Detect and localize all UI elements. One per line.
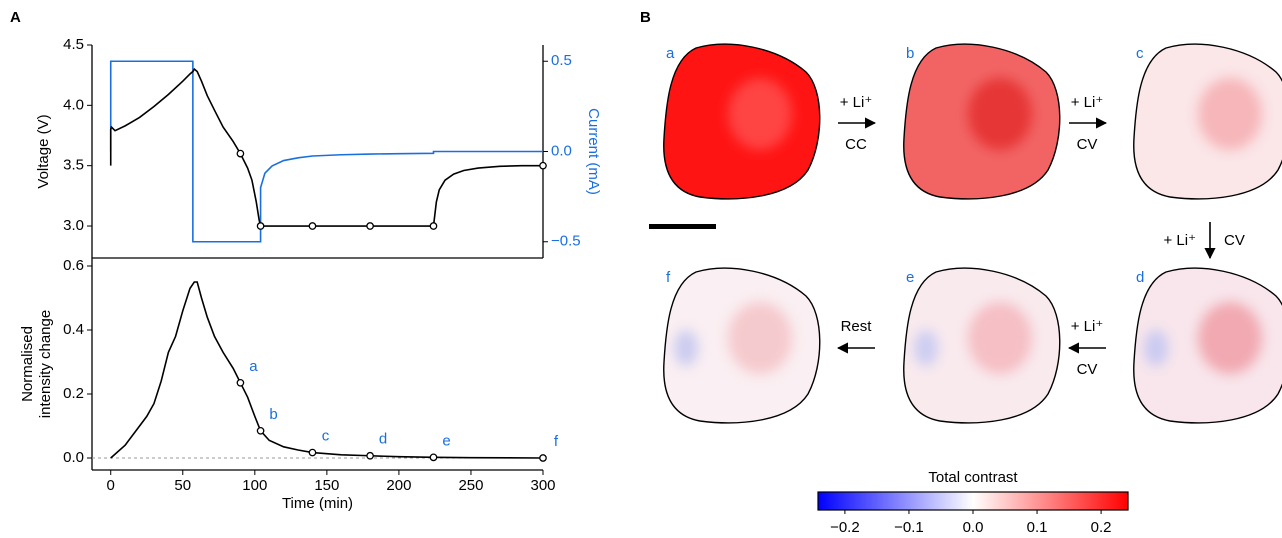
y-axis-label: Normalised (19, 326, 36, 402)
x-axis-label: Time (min) (282, 495, 353, 512)
scale-bar (649, 224, 716, 229)
colorbar-tick-label: −0.2 (830, 519, 860, 536)
hot-spot (1198, 302, 1262, 374)
x-tick-label: 300 (530, 477, 555, 494)
marker-label: a (249, 358, 258, 375)
cold-spot (674, 330, 698, 366)
hot-spot (728, 302, 792, 374)
contrast-image (903, 267, 1061, 424)
panel-label: A (10, 9, 21, 26)
image-label: c (1136, 45, 1144, 62)
image-outline (663, 43, 821, 200)
image-label: a (666, 45, 675, 62)
image-outline (903, 267, 1061, 424)
y-tick-label: 3.0 (63, 217, 84, 234)
colorbar-title: Total contrast (928, 469, 1018, 486)
marker (366, 451, 374, 460)
series-line (110, 281, 544, 459)
image-label: e (906, 269, 914, 286)
step-text: Rest (841, 318, 873, 335)
colorbar (817, 491, 1129, 511)
x-tick-label: 250 (458, 477, 483, 494)
step-mode: CV (1077, 361, 1098, 378)
marker-label: b (269, 406, 277, 423)
colorbar-tick-label: −0.1 (894, 519, 924, 536)
y2-tick-label: −0.5 (551, 233, 581, 250)
contrast-image (903, 43, 1061, 200)
marker (236, 149, 245, 158)
marker (308, 448, 317, 457)
image-label: b (906, 45, 914, 62)
cold-spot (914, 330, 938, 366)
image-detail (674, 302, 792, 374)
image-label: f (666, 269, 671, 286)
image-outline (903, 43, 1061, 200)
marker (236, 378, 245, 387)
x-tick-label: 200 (386, 477, 411, 494)
step-text: + Li⁺ (840, 94, 873, 111)
step-mode: CV (1224, 232, 1245, 249)
x-tick-label: 100 (242, 477, 267, 494)
marker-label: c (322, 428, 330, 445)
y-tick-label: 0.6 (63, 257, 84, 274)
y2-tick-label: 0.0 (551, 142, 572, 159)
colorbar-tick-label: 0.0 (963, 519, 984, 536)
image-detail (1144, 302, 1262, 374)
marker (366, 222, 374, 230)
contrast-image (663, 267, 821, 424)
step-text: + Li⁺ (1071, 94, 1104, 111)
marker (256, 222, 265, 230)
contrast-image (1133, 267, 1282, 424)
marker (539, 161, 547, 170)
image-outline (663, 267, 821, 424)
series-line (109, 60, 543, 243)
y-tick-label: 4.5 (63, 36, 84, 53)
y2-tick-label: 0.5 (551, 52, 572, 69)
y-axis-label: intensity change (37, 310, 54, 418)
marker (539, 454, 547, 462)
cold-spot (1144, 330, 1168, 366)
step-text: + Li⁺ (1163, 232, 1196, 249)
y-tick-label: 0.2 (63, 385, 84, 402)
panel-label: B (640, 9, 651, 26)
marker-label: d (379, 431, 387, 448)
image-detail (914, 302, 1032, 374)
y-tick-label: 4.0 (63, 96, 84, 113)
marker (429, 453, 438, 462)
series-line (109, 67, 543, 227)
marker-label: f (554, 433, 559, 450)
marker (429, 222, 438, 230)
image-outline (1133, 43, 1282, 200)
y2-axis-label: Current (mA) (585, 108, 602, 195)
step-text: + Li⁺ (1071, 318, 1104, 335)
colorbar-tick-label: 0.2 (1091, 519, 1112, 536)
x-tick-label: 50 (174, 477, 191, 494)
contrast-image (663, 43, 821, 200)
hot-spot (968, 302, 1032, 374)
image-detail (728, 78, 792, 150)
y-tick-label: 3.5 (63, 157, 84, 174)
hot-spot (968, 78, 1032, 150)
image-detail (1198, 78, 1262, 150)
hot-spot (728, 78, 792, 150)
y-tick-label: 0.4 (63, 321, 84, 338)
step-mode: CV (1077, 136, 1098, 153)
colorbar-tick-label: 0.1 (1027, 519, 1048, 536)
image-detail (968, 78, 1032, 150)
marker (308, 222, 317, 230)
step-mode: CC (845, 136, 867, 153)
image-outline (1133, 267, 1282, 424)
hot-spot (1198, 78, 1262, 150)
marker (256, 426, 265, 435)
y-tick-label: 0.0 (63, 449, 84, 466)
marker-label: e (442, 432, 450, 449)
x-tick-label: 150 (314, 477, 339, 494)
contrast-image (1133, 43, 1282, 200)
image-label: d (1136, 269, 1144, 286)
x-tick-label: 0 (107, 477, 115, 494)
y-axis-label: Voltage (V) (35, 114, 52, 188)
